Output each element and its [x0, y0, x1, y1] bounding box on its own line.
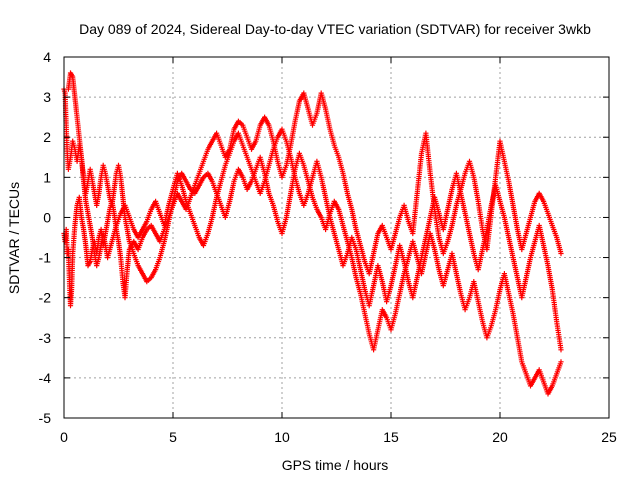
y-tick-label: -5	[39, 410, 52, 426]
y-axis-label: SDTVAR / TECUs	[6, 182, 22, 294]
x-tick-label: 10	[274, 429, 290, 445]
y-tick-label: 4	[43, 49, 51, 65]
x-tick-label: 20	[492, 429, 508, 445]
y-tick-label: -2	[39, 290, 52, 306]
x-axis-label: GPS time / hours	[282, 457, 389, 473]
x-tick-label: 15	[383, 429, 399, 445]
y-tick-label: 3	[43, 89, 51, 105]
x-tick-label: 5	[169, 429, 177, 445]
y-tick-label: 1	[43, 169, 51, 185]
y-tick-label: 0	[43, 209, 51, 225]
y-tick-label: -1	[39, 250, 52, 266]
y-tick-label: -4	[39, 370, 52, 386]
y-tick-label: -3	[39, 330, 52, 346]
chart-container: Day 089 of 2024, Sidereal Day-to-day VTE…	[0, 0, 640, 480]
chart-svg: Day 089 of 2024, Sidereal Day-to-day VTE…	[0, 0, 640, 480]
chart-title: Day 089 of 2024, Sidereal Day-to-day VTE…	[79, 21, 591, 37]
data-layer	[61, 70, 563, 396]
x-tick-label: 25	[601, 429, 617, 445]
x-tick-label: 0	[60, 429, 68, 445]
y-tick-label: 2	[43, 129, 51, 145]
